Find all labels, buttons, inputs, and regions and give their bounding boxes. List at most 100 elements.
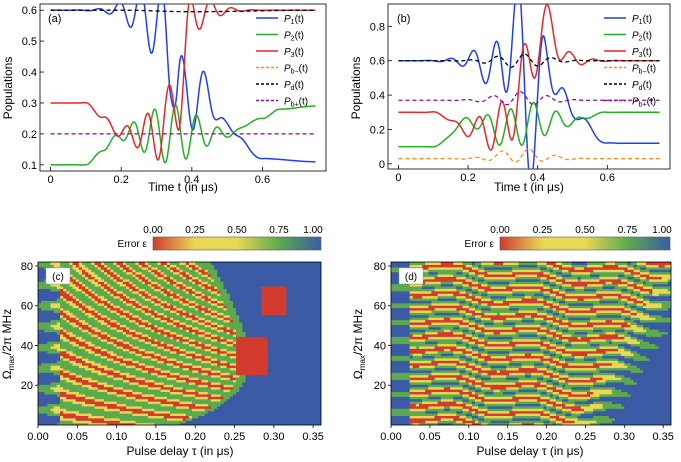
heatmap-cell (78, 276, 83, 280)
heatmap-cell (179, 379, 184, 383)
heatmap-cell (97, 413, 102, 417)
heatmap-cell (126, 369, 130, 373)
heatmap-cell (100, 278, 105, 282)
heatmap-cell (82, 345, 86, 349)
heatmap-cell (107, 360, 111, 364)
heatmap-cell (166, 403, 171, 407)
heatmap-cell (119, 312, 124, 316)
heatmap-cell (248, 271, 253, 275)
heatmap-cell (82, 365, 86, 369)
heatmap-cell (144, 281, 149, 285)
heatmap-cell (47, 285, 52, 289)
heatmap-cell (207, 321, 212, 325)
heatmap-cell (166, 285, 171, 289)
heatmap-cell (207, 396, 212, 400)
heatmap-cell (50, 290, 55, 294)
heatmap-cell (176, 333, 181, 337)
heatmap-cell (75, 410, 80, 414)
heatmap-cell (214, 362, 218, 366)
heatmap-cell (182, 420, 187, 424)
heatmap-cell (232, 408, 237, 412)
heatmap-cell (63, 413, 67, 417)
heatmap-cell (232, 422, 237, 425)
heatmap-cell (38, 326, 42, 330)
heatmap-cell (157, 300, 162, 304)
heatmap-cell (110, 367, 115, 371)
heatmap-cell (113, 420, 118, 424)
heatmap-cell (207, 343, 212, 347)
heatmap-cell (204, 408, 209, 412)
heatmap-cell (91, 350, 96, 354)
heatmap-cell (122, 393, 127, 397)
heatmap-cell (104, 297, 108, 301)
heatmap-cell (100, 413, 105, 417)
heatmap-cell (179, 336, 184, 340)
heatmap-cell (144, 262, 149, 265)
heatmap-cell (173, 281, 177, 285)
heatmap-cell (261, 417, 265, 421)
heatmap-cell (154, 269, 159, 273)
heatmap-cell (38, 413, 42, 417)
heatmap-cell (157, 319, 162, 323)
heatmap-cell (72, 353, 77, 357)
heatmap-cell (170, 379, 174, 383)
heatmap-cell (148, 350, 152, 354)
heatmap-cell (201, 321, 206, 325)
heatmap-cell (66, 331, 71, 335)
heatmap-cell (56, 413, 61, 417)
heatmap-cell (135, 386, 140, 390)
heatmap-cell (141, 281, 146, 285)
heatmap-cell (113, 417, 118, 421)
heatmap-cell (88, 369, 93, 373)
heatmap-cell (41, 293, 45, 297)
heatmap-cell (210, 415, 215, 419)
heatmap-cell (69, 401, 74, 405)
heatmap-cell (38, 276, 42, 280)
heatmap-cell (226, 307, 231, 311)
heatmap-cell (195, 314, 199, 318)
heatmap-cell (236, 413, 240, 417)
heatmap-cell (204, 319, 209, 323)
heatmap-cell (223, 264, 228, 268)
heatmap-cell (47, 264, 52, 268)
heatmap-cell (163, 357, 168, 361)
heatmap-cell (207, 262, 212, 265)
heatmap-cell (132, 348, 137, 352)
heatmap-cell (107, 405, 111, 409)
heatmap-cell (104, 309, 108, 313)
heatmap-cell (148, 300, 152, 304)
heatmap-cell (185, 367, 190, 371)
heatmap-cell (207, 312, 212, 316)
heatmap-cell (88, 262, 93, 265)
heatmap-cell (132, 393, 137, 397)
heatmap-cell (195, 355, 199, 359)
heatmap-cell (78, 417, 83, 421)
heatmap-cell (119, 345, 124, 349)
heatmap-cell (210, 297, 215, 301)
heatmap-cell (226, 405, 231, 409)
heatmap-cell (100, 393, 105, 397)
heatmap-cell (78, 367, 83, 371)
heatmap-cell (110, 398, 115, 402)
heatmap-cell (148, 408, 152, 412)
heatmap-cell (135, 336, 140, 340)
heatmap-cell (138, 386, 143, 390)
heatmap-cell (236, 398, 240, 402)
heatmap-cell (232, 266, 237, 270)
heatmap-cell (226, 271, 231, 275)
heatmap-cell (41, 305, 45, 309)
heatmap-cell (170, 302, 174, 306)
heatmap-cell (157, 377, 162, 381)
heatmap-cell (157, 297, 162, 301)
heatmap-cell (232, 312, 237, 316)
heatmap-cell (85, 317, 89, 321)
heatmap-cell (163, 264, 168, 268)
heatmap-cell (47, 367, 52, 371)
heatmap-cell (104, 273, 108, 277)
heatmap-cell (60, 333, 64, 337)
heatmap-cell (91, 403, 96, 407)
heatmap-cell (220, 288, 225, 292)
heatmap-cell (113, 331, 118, 335)
heatmap-cell (41, 321, 45, 325)
heatmap-cell (245, 389, 250, 393)
